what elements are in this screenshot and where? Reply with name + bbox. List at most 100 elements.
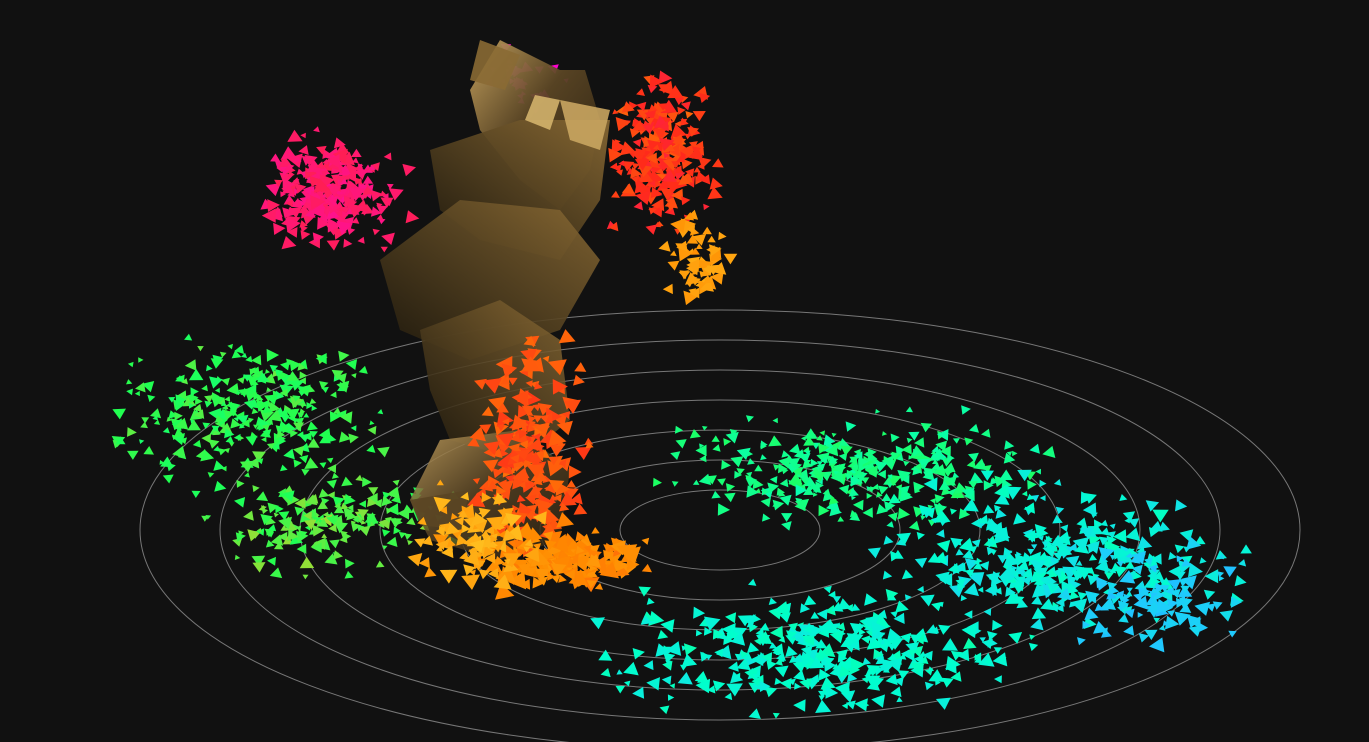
point-glyph bbox=[573, 503, 588, 515]
point-glyph bbox=[703, 275, 714, 284]
point-glyph bbox=[1059, 570, 1067, 578]
point-glyph bbox=[345, 359, 358, 370]
point-glyph bbox=[1188, 625, 1202, 637]
point-glyph bbox=[349, 187, 366, 202]
point-glyph bbox=[273, 222, 286, 235]
point-glyph bbox=[312, 524, 325, 537]
point-glyph bbox=[695, 243, 703, 250]
point-glyph bbox=[382, 529, 391, 537]
point-glyph bbox=[987, 631, 998, 641]
point-glyph bbox=[810, 458, 819, 467]
point-glyph bbox=[865, 465, 879, 478]
point-glyph bbox=[769, 476, 778, 484]
point-glyph bbox=[517, 405, 531, 419]
point-glyph bbox=[539, 414, 550, 423]
point-glyph bbox=[621, 183, 635, 194]
point-glyph bbox=[954, 562, 965, 572]
point-glyph bbox=[1065, 555, 1080, 568]
point-glyph bbox=[955, 548, 964, 556]
point-glyph bbox=[499, 489, 511, 500]
point-glyph bbox=[339, 431, 351, 443]
point-glyph bbox=[851, 495, 856, 501]
point-glyph bbox=[115, 436, 126, 445]
point-glyph bbox=[838, 665, 852, 678]
point-glyph bbox=[277, 531, 288, 542]
point-glyph bbox=[342, 211, 349, 218]
point-glyph bbox=[703, 616, 721, 631]
point-glyph bbox=[1234, 575, 1247, 587]
point-glyph bbox=[463, 550, 480, 566]
point-glyph bbox=[987, 538, 998, 548]
point-glyph bbox=[742, 652, 753, 660]
point-glyph bbox=[653, 207, 662, 215]
point-glyph bbox=[562, 546, 575, 556]
point-glyph bbox=[1094, 603, 1104, 612]
point-glyph bbox=[983, 480, 994, 491]
point-glyph bbox=[397, 507, 410, 520]
point-glyph bbox=[547, 460, 565, 477]
point-glyph bbox=[945, 476, 957, 487]
point-glyph bbox=[603, 544, 612, 552]
point-glyph bbox=[901, 569, 914, 580]
point-glyph bbox=[636, 109, 652, 121]
point-glyph bbox=[641, 615, 653, 625]
point-glyph bbox=[854, 698, 868, 712]
point-glyph bbox=[1168, 565, 1181, 578]
point-glyph bbox=[309, 398, 317, 405]
point-glyph bbox=[563, 399, 581, 414]
point-glyph bbox=[667, 260, 680, 271]
point-glyph bbox=[392, 479, 400, 486]
point-glyph bbox=[849, 456, 859, 465]
point-glyph bbox=[914, 437, 925, 448]
point-glyph bbox=[631, 162, 640, 170]
point-glyph bbox=[677, 672, 693, 685]
point-glyph bbox=[637, 169, 654, 183]
point-glyph bbox=[486, 516, 504, 531]
point-glyph bbox=[1230, 596, 1242, 608]
point-glyph bbox=[330, 391, 337, 398]
point-glyph bbox=[671, 481, 679, 487]
point-glyph bbox=[670, 218, 686, 234]
point-glyph bbox=[407, 540, 413, 546]
point-glyph bbox=[1069, 601, 1076, 608]
point-glyph bbox=[291, 177, 300, 185]
point-glyph bbox=[173, 428, 185, 438]
point-glyph bbox=[922, 650, 933, 661]
point-glyph bbox=[373, 498, 383, 508]
point-glyph bbox=[1109, 523, 1116, 530]
point-glyph bbox=[493, 492, 508, 505]
point-glyph bbox=[761, 652, 773, 663]
point-glyph bbox=[150, 408, 162, 419]
point-glyph bbox=[491, 448, 503, 458]
point-glyph bbox=[772, 648, 780, 656]
point-glyph bbox=[890, 452, 900, 461]
point-glyph bbox=[585, 554, 601, 568]
point-glyph bbox=[134, 390, 140, 397]
point-glyph bbox=[681, 196, 691, 206]
point-glyph bbox=[960, 594, 968, 602]
point-glyph bbox=[983, 504, 995, 514]
point-glyph bbox=[916, 531, 925, 540]
point-glyph bbox=[235, 532, 246, 542]
structure-facet bbox=[560, 100, 610, 150]
point-glyph bbox=[766, 660, 777, 670]
point-glyph bbox=[355, 474, 363, 482]
point-glyph bbox=[648, 104, 658, 113]
point-glyph bbox=[624, 680, 631, 687]
point-glyph bbox=[989, 478, 997, 485]
point-glyph bbox=[166, 416, 173, 422]
point-glyph bbox=[213, 445, 221, 452]
point-glyph bbox=[928, 669, 945, 682]
point-glyph bbox=[370, 162, 380, 172]
point-glyph bbox=[823, 585, 832, 594]
point-glyph bbox=[319, 462, 327, 469]
point-glyph bbox=[204, 395, 214, 403]
point-glyph bbox=[245, 435, 258, 446]
point-glyph bbox=[285, 408, 300, 421]
point-glyph bbox=[635, 190, 651, 205]
point-glyph bbox=[649, 74, 664, 89]
point-glyph bbox=[1199, 623, 1209, 632]
point-glyph bbox=[537, 403, 553, 416]
